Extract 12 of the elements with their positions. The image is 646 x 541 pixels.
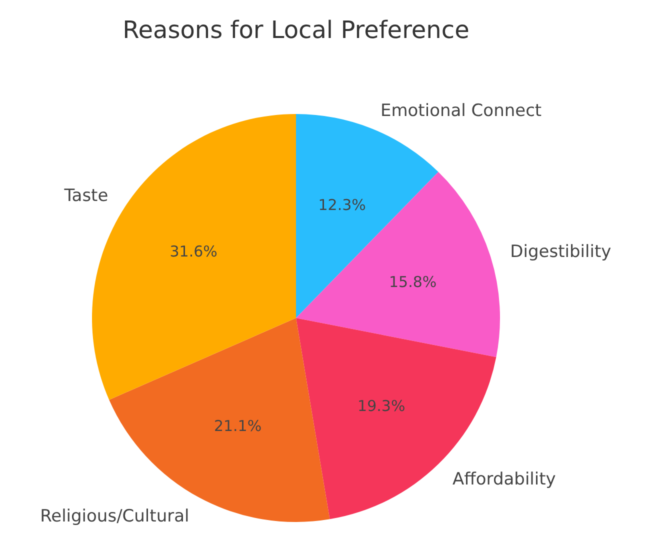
chart-title: Reasons for Local Preference — [122, 16, 470, 44]
data-label: 15.8% — [389, 272, 437, 291]
data-label: 21.1% — [214, 416, 262, 435]
pie-slice — [296, 172, 500, 358]
data-label: 12.3% — [318, 196, 366, 214]
data-label: 31.6% — [170, 242, 218, 260]
slice-label: Religious/Cultural — [40, 506, 190, 526]
data-label: 19.3% — [358, 396, 406, 415]
slice-label: Emotional Connect — [380, 101, 542, 122]
slice-label: Affordability — [452, 470, 556, 490]
slice-label: Digestibility — [510, 242, 612, 262]
slice-label: Taste — [63, 186, 108, 206]
